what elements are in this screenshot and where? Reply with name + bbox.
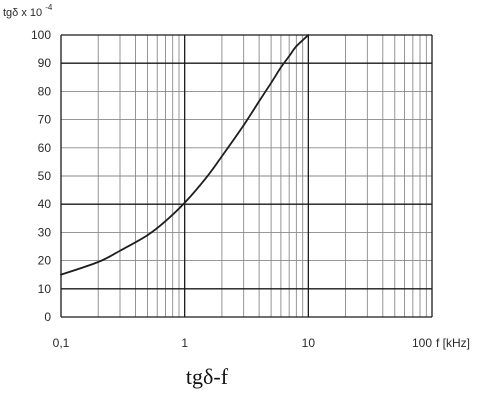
y-axis-title-exponent: -4 [45,3,53,12]
x-tick-label: 10 [302,336,316,350]
series-line [60,34,310,276]
y-tick-label: 60 [38,141,52,155]
y-axis-title-main: tgδ x 10 [3,7,42,19]
y-tick-label: 50 [38,169,52,183]
y-tick-label: 40 [38,197,52,211]
x-tick-label: 0,1 [53,336,70,350]
y-tick-label: 90 [38,56,52,70]
x-tick-label: 1 [181,336,188,350]
y-axis-title: tgδ x 10 -4 [3,3,53,19]
x-tick-labels: 0,1 1 10 100 [53,336,433,350]
y-tick-label: 70 [38,113,52,127]
y-tick-label: 100 [31,28,51,42]
y-tick-labels: 0 10 20 30 40 50 60 70 80 90 100 [31,28,51,324]
minor-grid [61,35,432,317]
x-axis-title: f [kHz] [436,336,470,350]
y-tick-label: 20 [38,254,52,268]
chart-caption: tgδ-f [186,364,229,389]
y-tick-label: 0 [44,310,51,324]
y-tick-label: 80 [38,84,52,98]
x-tick-label: 100 [412,336,432,350]
y-tick-label: 10 [38,282,52,296]
y-tick-label: 30 [38,225,52,239]
major-grid [60,34,433,318]
series-layer [60,34,310,276]
